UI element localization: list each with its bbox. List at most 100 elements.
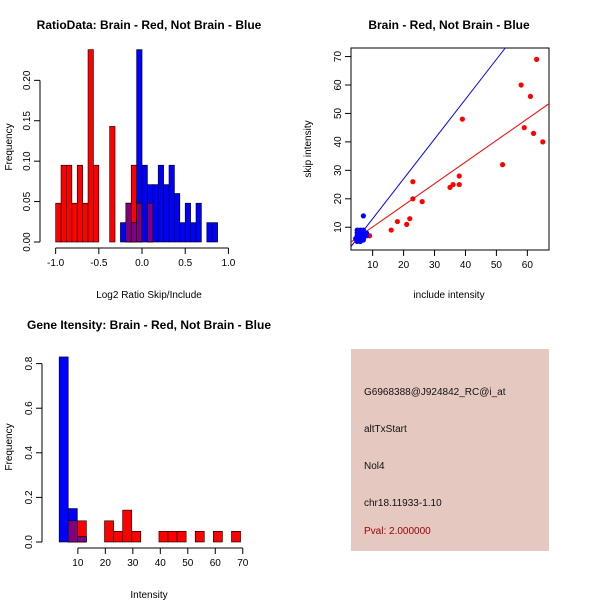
- ratio-not-brain-bar: [120, 222, 127, 243]
- not-brain-point: [357, 238, 363, 245]
- scatter-plot-frame: [350, 47, 550, 251]
- intensity-y-tick-label: 0.6: [24, 401, 35, 415]
- ratio-brain-bar: [66, 164, 73, 243]
- not-brain-point: [354, 230, 360, 236]
- intensity-brain-bar: [122, 509, 133, 543]
- intensity-x-tick-label: 30: [127, 558, 139, 569]
- brain-point: [521, 125, 527, 131]
- intensity-overlap-bar: [67, 520, 78, 543]
- ratio-x-tick-label: -1.0: [47, 258, 65, 269]
- intensity-x-tick-label: 50: [182, 558, 194, 569]
- ratio-x-tick-label: 0.0: [135, 258, 149, 269]
- probe-id: G6968388@J924842_RC@i_at: [364, 387, 506, 398]
- scatter-y-tick-label: 60: [333, 79, 344, 91]
- ratio-brain-bar: [76, 164, 83, 243]
- intensity-x-tick-label: 40: [155, 558, 167, 569]
- intensity-overlap-bar: [77, 536, 87, 543]
- intensity-brain-bar: [113, 530, 123, 543]
- brain-point: [388, 227, 394, 233]
- p-value: Pval: 2.000000: [364, 526, 431, 537]
- ratio-not-brain-bar: [190, 222, 197, 243]
- brain-fit-line: [350, 103, 550, 243]
- gene-intensity-xlabel: Intensity: [130, 590, 167, 600]
- brain-point: [410, 179, 416, 185]
- intensity-y-tick-label: 0.2: [24, 490, 35, 504]
- scatter-title: Brain - Red, Not Brain - Blue: [368, 18, 530, 32]
- ratio-x-tick-label: 1.0: [221, 258, 235, 269]
- scatter-x-tick-label: 60: [522, 260, 534, 271]
- ratio-x-tick-label: -0.5: [90, 258, 108, 269]
- ratio-not-brain-bar: [174, 193, 181, 243]
- intensity-x-tick-label: 70: [237, 558, 249, 569]
- scatter-x-tick-label: 30: [429, 260, 441, 271]
- intensity-brain-bar: [176, 530, 187, 543]
- ratio-not-brain-bar: [157, 164, 164, 243]
- ratio-histogram-ylabel: Frequency: [4, 123, 15, 170]
- info-panel: G6968388@J924842_RC@i_at altTxStart Nol4…: [351, 349, 549, 551]
- ratio-not-brain-bar: [184, 202, 191, 243]
- ratio-brain-bar: [82, 202, 89, 243]
- intensity-brain-bar: [231, 530, 241, 543]
- brain-point: [499, 162, 506, 168]
- ratio-y-tick-label: 0.05: [22, 191, 33, 211]
- brain-point: [527, 93, 534, 99]
- brain-point: [530, 130, 537, 136]
- brain-point: [450, 181, 456, 188]
- scatter-y-tick-label: 10: [333, 221, 344, 233]
- ratio-histogram-xlabel: Log2 Ratio Skip/Include: [96, 290, 202, 301]
- intensity-y-tick-label: 0.4: [24, 445, 35, 459]
- ratio-not-brain-bar: [141, 164, 148, 243]
- ratio-brain-bar: [71, 202, 78, 243]
- scatter-x-tick-label: 40: [460, 260, 472, 271]
- brain-point: [410, 196, 416, 202]
- ratio-not-brain-bar: [179, 222, 186, 243]
- scatter-y-tick-label: 70: [333, 51, 344, 63]
- scatter-ylabel: skip intensity: [303, 120, 314, 177]
- brain-point: [518, 82, 524, 88]
- brain-point: [394, 218, 401, 225]
- ratio-y-tick-label: 0.15: [22, 111, 33, 131]
- intensity-y-tick-label: 0.0: [24, 535, 35, 549]
- scatter-xlabel: include intensity: [413, 290, 484, 301]
- intensity-brain-bar: [158, 530, 169, 543]
- brain-point: [419, 199, 425, 205]
- ratio-overlap-bar: [130, 222, 137, 243]
- event-type: altTxStart: [364, 424, 407, 435]
- gene-intensity-title: Gene Itensity: Brain - Red, Not Brain - …: [27, 318, 271, 332]
- ratio-y-tick-label: 0.10: [22, 151, 33, 171]
- ratio-y-tick-label: 0.20: [22, 70, 33, 90]
- intensity-brain-bar: [131, 530, 142, 543]
- brain-point: [459, 116, 465, 122]
- brain-point: [540, 139, 546, 145]
- scatter-x-tick-label: 20: [398, 260, 410, 271]
- not-brain-point: [360, 213, 366, 219]
- brain-point: [534, 56, 540, 62]
- ratio-brain-bar: [109, 126, 116, 243]
- intensity-brain-bar: [167, 530, 178, 543]
- ratio-not-brain-bar: [168, 164, 175, 243]
- scatter-y-tick-label: 50: [333, 107, 344, 119]
- intensity-x-tick-label: 10: [72, 558, 84, 569]
- ratio-not-brain-bar: [206, 222, 213, 243]
- intensity-scatter: Brain - Red, Not Brain - Blue 10 20 30 40 50…: [303, 18, 550, 301]
- ratio-not-brain-bar: [163, 184, 170, 243]
- brain-point: [456, 181, 462, 188]
- ratio-y-tick-label: 0.00: [22, 232, 33, 252]
- gene-intensity-ylabel: Frequency: [4, 423, 15, 470]
- ratio-not-brain-bar: [195, 202, 202, 243]
- ratio-overlap-bar: [147, 202, 154, 243]
- ratio-overlap-bar: [136, 202, 143, 243]
- scatter-y-tick-label: 20: [333, 193, 344, 205]
- ratio-not-brain-bar: [152, 184, 159, 243]
- brain-point: [456, 173, 462, 179]
- scatter-y-tick-label: 30: [333, 164, 344, 176]
- ratio-brain-bar: [93, 164, 100, 243]
- intensity-brain-bar: [104, 520, 114, 543]
- intensity-y-tick-label: 0.8: [24, 356, 35, 370]
- intensity-x-tick-label: 20: [100, 558, 112, 569]
- not-brain-fit-line: [350, 47, 506, 247]
- ratio-brain-bar: [55, 202, 62, 243]
- brain-point: [407, 216, 413, 222]
- gene-intensity-histogram: Gene Itensity: Brain - Red, Not Brain - …: [4, 318, 271, 600]
